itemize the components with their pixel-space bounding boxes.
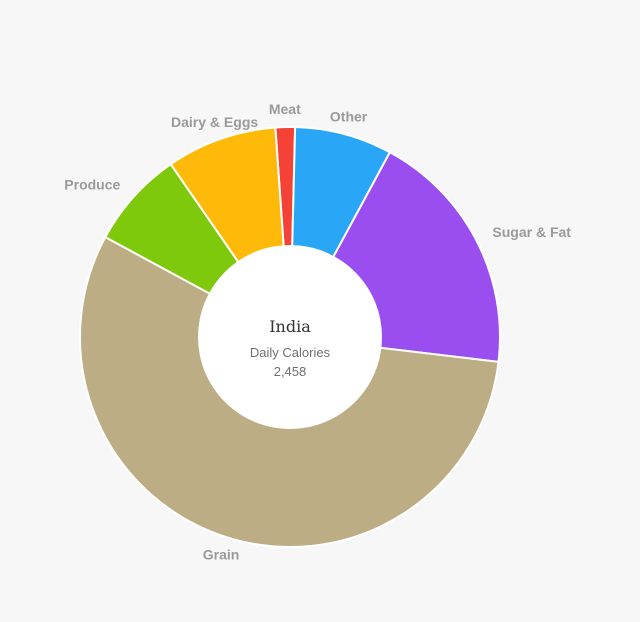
center-subtitle: Daily Calories bbox=[250, 345, 331, 360]
center-value: 2,458 bbox=[274, 364, 307, 379]
slice-label-other: Other bbox=[330, 109, 368, 125]
slice-label-meat: Meat bbox=[269, 101, 301, 117]
labels-group: Meat Other Sugar & Fat Grain Produce Dairy & … bbox=[64, 101, 571, 562]
center-title: India bbox=[269, 317, 311, 336]
slice-label-grain: Grain bbox=[203, 546, 240, 562]
donut-center bbox=[198, 245, 382, 429]
slice-label-dairy-eggs: Dairy & Eggs bbox=[171, 114, 258, 130]
slice-label-produce: Produce bbox=[64, 177, 120, 193]
slice-label-sugar-fat: Sugar & Fat bbox=[492, 224, 571, 240]
